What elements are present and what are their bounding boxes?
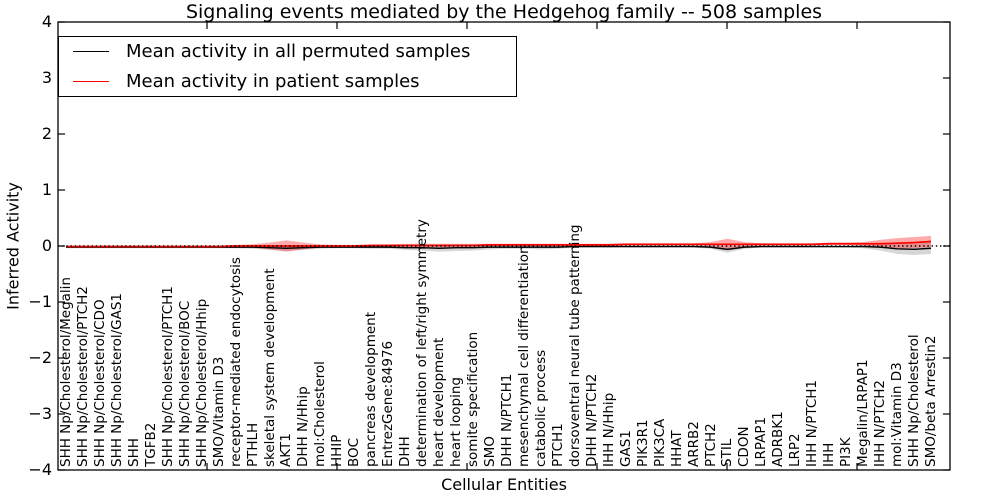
x-tick-label: heart development	[431, 337, 448, 467]
y-tick-label: 4	[41, 12, 52, 31]
x-axis-label: Cellular Entities	[441, 475, 567, 494]
x-tick-label: SHH Np/Cholesterol/Megalin	[58, 277, 74, 467]
x-tick-label: PIK3R1	[634, 419, 651, 467]
x-tick-label: PIK3CA	[651, 418, 668, 467]
legend: Mean activity in all permuted samples Me…	[58, 36, 517, 97]
y-tick-label: 1	[41, 180, 52, 199]
x-tick-label: CDON	[736, 426, 753, 467]
x-tick-label: IHH N/Hhip	[600, 392, 617, 467]
x-tick-label: SHH Np/Cholesterol/Hhip	[193, 298, 210, 467]
x-tick-label: IHH	[821, 442, 838, 467]
x-tick-label: EntrezGene:84976	[380, 340, 397, 467]
x-tick-label: IHH N/PTCH2	[872, 380, 889, 467]
x-tick-label: PTHLH	[244, 422, 261, 467]
x-tick-label: receptor-mediated endocytosis	[227, 257, 244, 467]
x-tick-label: DHH N/Hhip	[295, 386, 312, 467]
x-tick-label: SHH Np/Cholesterol/GAS1	[108, 293, 125, 467]
y-tick-label: 0	[41, 236, 52, 255]
x-tick-label: STIL	[719, 438, 736, 467]
x-tick-label: dorsoventral neural tube patterning	[566, 224, 583, 467]
x-tick-label: BOC	[346, 437, 363, 467]
y-tick-label: −1	[28, 292, 52, 311]
x-tick-label: SHH	[125, 438, 142, 467]
legend-line-patient-icon	[73, 80, 109, 82]
x-tick-label: mol:Vitamin D3	[889, 362, 906, 467]
x-tick-label: LRPAP1	[753, 416, 770, 467]
x-tick-label: DHH	[397, 436, 414, 467]
y-tick-label: −4	[28, 460, 52, 479]
x-tick-label: SHH Np/Cholesterol/BOC	[176, 300, 193, 467]
x-tick-label: SHH Np/Cholesterol/PTCH2	[74, 286, 91, 467]
x-tick-label: ARRB2	[685, 421, 702, 467]
x-tick-label: pancreas development	[363, 311, 380, 467]
y-tick-label: 3	[41, 68, 52, 87]
x-tick-label: SHH Np/Cholesterol/CDO	[91, 299, 108, 467]
x-tick-label: HHIP	[329, 434, 346, 467]
chart-title: Signaling events mediated by the Hedgeho…	[185, 1, 823, 23]
x-tick-label: catabolic process	[532, 349, 549, 467]
x-tick-label: LRP2	[787, 433, 804, 467]
y-axis-label: Inferred Activity	[3, 182, 23, 310]
x-tick-label: somite specification	[465, 331, 482, 467]
x-tick-label: GAS1	[617, 430, 634, 467]
x-tick-label: TGFB2	[142, 422, 159, 467]
x-tick-label: SHH Np/Cholesterol	[906, 334, 923, 467]
x-tick-label: determination of left/right symmetry	[414, 219, 431, 467]
legend-item-permuted: Mean activity in all permuted samples	[59, 41, 516, 62]
legend-label-patient: Mean activity in patient samples	[126, 70, 420, 92]
x-tick-label: SHH Np/Cholesterol/PTCH1	[159, 286, 176, 467]
x-tick-label: PI3K	[838, 437, 855, 467]
x-tick-label: ADRBK1	[770, 411, 787, 467]
x-tick-label: skeletal system development	[261, 268, 278, 468]
x-tick-label: Megalin/LRPAP1	[855, 359, 872, 467]
y-tick-label: −2	[28, 348, 52, 367]
x-tick-label: AKT1	[278, 433, 295, 467]
y-tick-label: −3	[28, 404, 52, 423]
x-tick-label: DHH N/PTCH2	[583, 373, 600, 467]
x-tick-label: HHAT	[668, 430, 685, 467]
legend-line-permuted-icon	[73, 51, 109, 53]
y-tick-label: 2	[41, 124, 52, 143]
x-tick-label: DHH N/PTCH1	[498, 373, 515, 467]
x-tick-label: SMO/beta Arrestin2	[923, 335, 939, 467]
x-tick-label: PTCH2	[702, 423, 719, 467]
legend-label-permuted: Mean activity in all permuted samples	[126, 41, 471, 63]
x-tick-label: SMO/Vitamin D3	[210, 356, 227, 467]
x-tick-label: mol:Cholesterol	[312, 361, 329, 467]
x-tick-label: SMO	[482, 436, 499, 467]
legend-item-patient: Mean activity in patient samples	[59, 71, 516, 92]
x-tick-label: PTCH1	[549, 423, 566, 467]
x-tick-label: mesenchymal cell differentiation	[515, 245, 532, 467]
x-tick-label: heart looping	[448, 377, 465, 467]
x-tick-label: IHH N/PTCH1	[804, 380, 821, 467]
